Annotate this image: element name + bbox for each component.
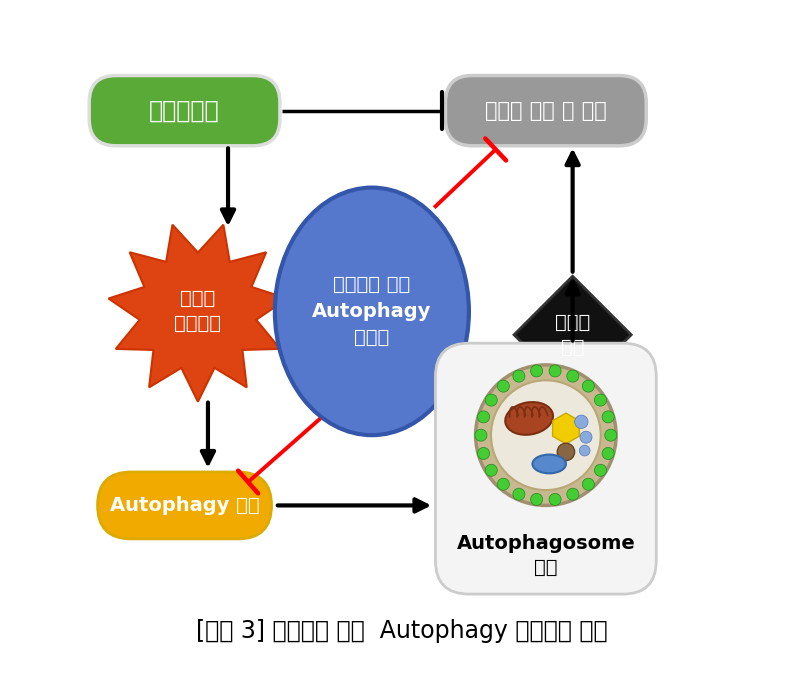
Ellipse shape (532, 455, 565, 473)
Text: 대사성
스트레스: 대사성 스트레스 (174, 290, 221, 333)
Circle shape (485, 464, 497, 476)
Circle shape (574, 415, 587, 428)
FancyBboxPatch shape (89, 76, 279, 145)
Circle shape (497, 478, 509, 490)
Circle shape (566, 488, 578, 500)
Circle shape (477, 411, 489, 423)
Text: 천연물질 유래
Autophagy
억제제: 천연물질 유래 Autophagy 억제제 (312, 275, 431, 348)
Circle shape (566, 370, 578, 382)
Circle shape (548, 365, 560, 377)
Circle shape (497, 380, 509, 392)
Circle shape (548, 493, 560, 505)
Circle shape (512, 370, 524, 382)
Circle shape (579, 445, 589, 456)
Circle shape (593, 394, 605, 406)
Circle shape (512, 488, 524, 500)
Circle shape (475, 429, 487, 441)
Text: Autophagy 유도: Autophagy 유도 (109, 496, 259, 515)
Polygon shape (552, 413, 578, 444)
Circle shape (530, 365, 542, 377)
Ellipse shape (275, 188, 468, 435)
Text: [그림 3] 천연물질 유래  Autophagy 억제제의 사용: [그림 3] 천연물질 유래 Autophagy 억제제의 사용 (196, 619, 607, 643)
Circle shape (475, 365, 615, 505)
Circle shape (593, 464, 605, 476)
Polygon shape (513, 276, 630, 393)
Circle shape (491, 380, 600, 490)
FancyBboxPatch shape (435, 343, 655, 594)
Ellipse shape (504, 402, 552, 435)
Text: 항암제
내성: 항암제 내성 (554, 313, 589, 357)
FancyBboxPatch shape (445, 76, 646, 145)
FancyBboxPatch shape (97, 472, 271, 539)
Text: 암세포 생존 및 전이: 암세포 생존 및 전이 (484, 100, 606, 121)
Circle shape (579, 431, 591, 443)
Circle shape (601, 447, 613, 460)
Circle shape (604, 429, 616, 441)
Circle shape (581, 380, 593, 392)
Circle shape (601, 411, 613, 423)
Circle shape (556, 443, 574, 460)
Circle shape (485, 394, 497, 406)
Circle shape (477, 447, 489, 460)
Polygon shape (108, 225, 287, 402)
Circle shape (581, 478, 593, 490)
Text: 항암치료제: 항암치료제 (149, 98, 219, 123)
Circle shape (530, 493, 542, 505)
Text: Autophagosome
형성: Autophagosome 형성 (456, 534, 634, 576)
